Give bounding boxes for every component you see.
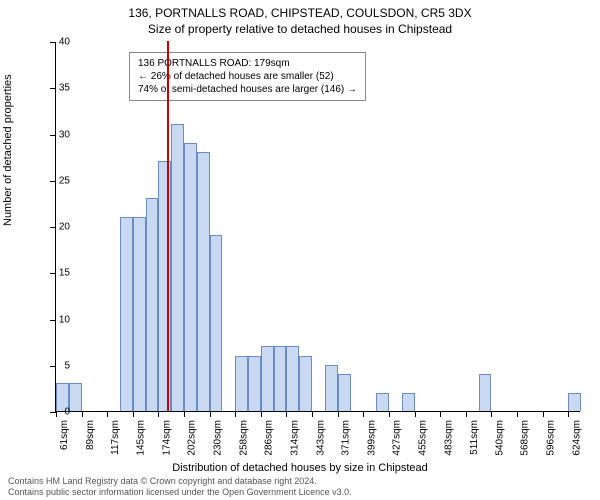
histogram-bar [158, 161, 171, 411]
histogram-bar [376, 393, 389, 412]
histogram-bar [325, 365, 338, 411]
y-tick [50, 227, 56, 228]
y-axis-label: Number of detached properties [2, 74, 14, 226]
y-tick-label: 35 [59, 83, 70, 94]
histogram-bar [338, 374, 351, 411]
y-tick [50, 273, 56, 274]
x-tick-label: 427sqm [392, 420, 403, 456]
x-tick [440, 411, 441, 417]
histogram-bar [197, 152, 210, 411]
x-tick-label: 568sqm [520, 420, 531, 456]
x-tick [389, 411, 390, 417]
x-tick-label: 314sqm [290, 420, 301, 456]
histogram-bar [568, 393, 581, 412]
y-tick-label: 5 [64, 360, 70, 371]
y-tick [50, 88, 56, 89]
x-tick-label: 258sqm [238, 420, 249, 456]
x-tick-label: 286sqm [264, 420, 275, 456]
x-tick-label: 174sqm [161, 420, 172, 456]
y-tick-label: 0 [64, 407, 70, 418]
y-tick-label: 15 [59, 268, 70, 279]
x-tick [235, 411, 236, 417]
histogram-bar [286, 346, 299, 411]
x-tick [56, 411, 57, 417]
x-tick [491, 411, 492, 417]
y-tick [50, 320, 56, 321]
chart-container: 136, PORTNALLS ROAD, CHIPSTEAD, COULSDON… [0, 0, 600, 500]
y-tick [50, 181, 56, 182]
x-tick [466, 411, 467, 417]
y-tick-label: 10 [59, 314, 70, 325]
x-tick [517, 411, 518, 417]
info-line-1: 136 PORTNALLS ROAD: 179sqm [138, 57, 357, 70]
property-marker-line [167, 41, 169, 411]
histogram-bar [299, 356, 312, 412]
histogram-bar [210, 235, 223, 411]
x-tick-label: 61sqm [59, 420, 70, 450]
x-axis-label: Distribution of detached houses by size … [0, 462, 600, 474]
x-tick-label: 371sqm [341, 420, 352, 456]
x-tick-label: 540sqm [494, 420, 505, 456]
histogram-bar [235, 356, 248, 412]
y-tick [50, 42, 56, 43]
chart-footer: Contains HM Land Registry data © Crown c… [8, 476, 352, 498]
histogram-bar [69, 383, 82, 411]
y-tick-label: 20 [59, 222, 70, 233]
histogram-bar [146, 198, 159, 411]
y-tick-label: 25 [59, 175, 70, 186]
footer-line-2: Contains public sector information licen… [8, 487, 352, 498]
x-tick [363, 411, 364, 417]
histogram-bar [120, 217, 133, 411]
x-tick [415, 411, 416, 417]
x-tick-label: 596sqm [546, 420, 557, 456]
x-tick-label: 202sqm [187, 420, 198, 456]
x-tick-label: 511sqm [469, 420, 480, 455]
x-tick [286, 411, 287, 417]
x-tick-label: 455sqm [418, 420, 429, 456]
x-tick [107, 411, 108, 417]
plot-area: 136 PORTNALLS ROAD: 179sqm ← 26% of deta… [55, 42, 580, 412]
x-tick [568, 411, 569, 417]
x-tick [184, 411, 185, 417]
x-tick [158, 411, 159, 417]
x-tick-label: 117sqm [110, 420, 121, 455]
histogram-bar [248, 356, 261, 412]
histogram-bar [402, 393, 415, 412]
x-tick-label: 230sqm [213, 420, 224, 456]
x-tick [133, 411, 134, 417]
histogram-bar [184, 143, 197, 411]
y-tick-label: 30 [59, 129, 70, 140]
y-tick [50, 135, 56, 136]
chart-title-sub: Size of property relative to detached ho… [0, 22, 600, 36]
footer-line-1: Contains HM Land Registry data © Crown c… [8, 476, 352, 487]
x-tick [338, 411, 339, 417]
x-tick [312, 411, 313, 417]
histogram-bar [261, 346, 274, 411]
histogram-bar [133, 217, 146, 411]
chart-title-main: 136, PORTNALLS ROAD, CHIPSTEAD, COULSDON… [0, 6, 600, 20]
y-tick-label: 40 [59, 37, 70, 48]
x-tick-label: 624sqm [571, 420, 582, 456]
x-tick-label: 89sqm [85, 420, 96, 450]
x-tick [543, 411, 544, 417]
x-tick [210, 411, 211, 417]
y-tick [50, 366, 56, 367]
x-tick-label: 343sqm [315, 420, 326, 456]
histogram-bar [274, 346, 287, 411]
info-line-3: 74% of semi-detached houses are larger (… [138, 83, 357, 96]
info-line-2: ← 26% of detached houses are smaller (52… [138, 70, 357, 83]
x-tick [261, 411, 262, 417]
x-tick-label: 483sqm [443, 420, 454, 456]
x-tick-label: 399sqm [366, 420, 377, 456]
histogram-bar [479, 374, 492, 411]
info-box: 136 PORTNALLS ROAD: 179sqm ← 26% of deta… [129, 52, 366, 101]
x-tick-label: 145sqm [136, 420, 147, 456]
histogram-bar [171, 124, 184, 411]
x-tick [82, 411, 83, 417]
